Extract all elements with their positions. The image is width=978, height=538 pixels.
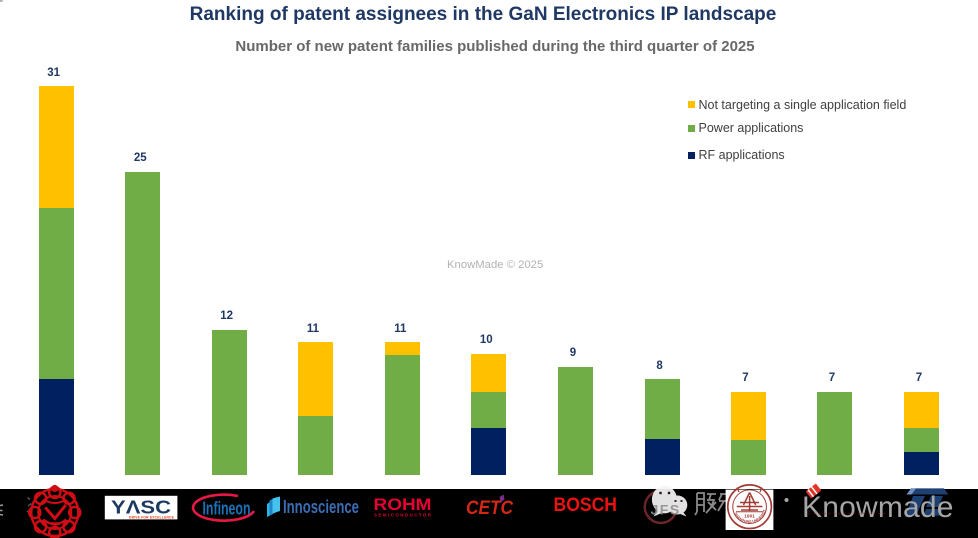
svg-text:BOSCH: BOSCH	[554, 495, 618, 516]
svg-text:JFS: JFS	[651, 502, 681, 518]
svg-text:CETC: CETC	[466, 498, 513, 519]
svg-text:YΛSC: YΛSC	[111, 497, 171, 518]
svg-text:1901: 1901	[744, 514, 755, 520]
svg-text:SEMICONDUCTOR: SEMICONDUCTOR	[374, 513, 432, 518]
svg-text:ROHM: ROHM	[374, 495, 432, 514]
svg-text:Knowmade: Knowmade	[802, 491, 954, 524]
svg-text:DRIVE FOR EXCELLENCE: DRIVE FOR EXCELLENCE	[129, 516, 175, 520]
svg-text:Innoscience: Innoscience	[283, 497, 359, 517]
svg-text:Infineon: Infineon	[203, 498, 251, 518]
